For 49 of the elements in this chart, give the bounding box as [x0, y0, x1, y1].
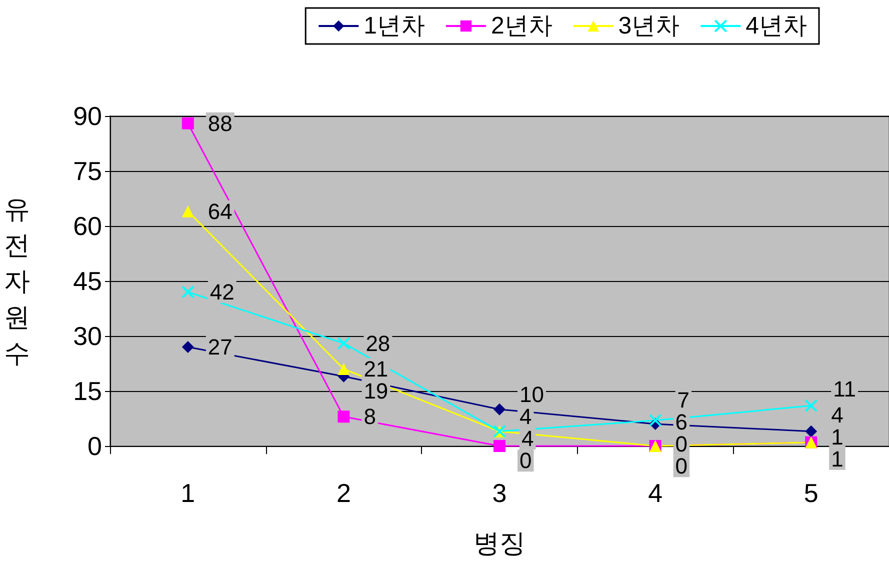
- x-axis-title: 병징: [474, 528, 526, 558]
- data-label: 6: [675, 410, 688, 435]
- data-label: 0: [675, 432, 688, 457]
- y-axis-title: 유전자원수: [4, 194, 30, 368]
- y-tick-label: 15: [73, 376, 102, 406]
- y-tick-label: 90: [73, 101, 102, 131]
- y-tick-label: 60: [73, 211, 102, 241]
- x-tick-label: 2: [336, 478, 351, 508]
- y-tick-label: 0: [88, 431, 102, 461]
- point: [805, 425, 818, 438]
- point: [181, 286, 194, 298]
- data-label: 27: [208, 334, 232, 360]
- point: [182, 341, 194, 353]
- data-label: 19: [364, 378, 388, 404]
- point: [494, 440, 506, 452]
- data-label: 1: [831, 446, 844, 472]
- data-label: 4: [520, 404, 532, 430]
- x-tick-label: 3: [492, 478, 507, 508]
- data-label: 0: [675, 454, 688, 479]
- legend-label: 3년차: [618, 12, 680, 40]
- x-tick-label: 5: [804, 478, 818, 508]
- x-tick-label: 1: [180, 478, 196, 508]
- y-tick-label: 75: [73, 156, 102, 186]
- y-tick-label: 45: [73, 266, 102, 296]
- point: [338, 363, 350, 375]
- data-label: 7: [677, 388, 690, 413]
- data-label: 0: [520, 448, 532, 474]
- point: [182, 117, 194, 130]
- point: [338, 410, 350, 423]
- point: [648, 414, 662, 427]
- legend-label: 2년차: [490, 12, 552, 40]
- data-label: 28: [366, 330, 390, 356]
- data-label: 10: [520, 382, 544, 408]
- point: [494, 403, 506, 416]
- point: [804, 399, 818, 412]
- data-label: 21: [364, 356, 388, 382]
- data-label: 1: [831, 424, 844, 450]
- data-label: 42: [210, 280, 234, 304]
- data-label: 4: [522, 426, 534, 452]
- x-tick-label: 4: [648, 478, 663, 508]
- y-tick-label: 30: [73, 321, 102, 351]
- data-label: 88: [208, 110, 232, 136]
- point: [182, 205, 194, 218]
- data-label: 64: [208, 198, 232, 224]
- point: [337, 336, 350, 350]
- legend-label: 4년차: [746, 12, 808, 40]
- legend-label: 1년차: [364, 12, 425, 40]
- data-label: 8: [364, 404, 376, 430]
- data-label: 11: [833, 376, 856, 402]
